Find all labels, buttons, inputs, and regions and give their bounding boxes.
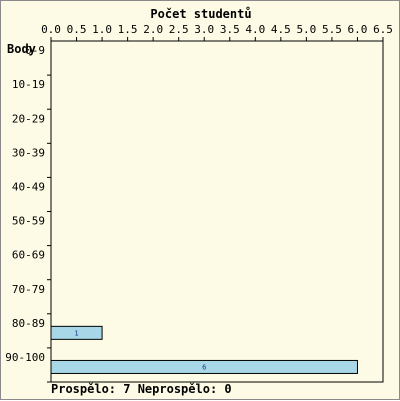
bar [50,359,358,374]
x-tick-label: 6.0 [348,23,368,36]
y-tick-label: 50-59 [12,215,45,228]
y-tick-label: 90-100 [5,351,45,364]
x-tick-label: 4.5 [271,23,291,36]
y-tick-label: 60-69 [12,249,45,262]
x-tick-label: 6.5 [373,23,393,36]
bar [50,325,103,340]
y-tick-label: 40-49 [12,180,45,193]
x-tick-label: 0.0 [41,23,61,36]
y-axis-label: Body [7,42,36,56]
x-tick-label: 0.5 [67,23,87,36]
x-tick-label: 1.0 [92,23,112,36]
plot-area [50,40,384,383]
chart-title: Počet studentů [150,7,251,21]
y-tick-label: 70-79 [12,283,45,296]
x-tick-label: 4.0 [245,23,265,36]
footer-summary: Prospělo: 7 Neprospělo: 0 [51,382,232,396]
x-tick-label: 3.0 [194,23,214,36]
x-tick-label: 2.5 [169,23,189,36]
bar-data-label: 1 [74,329,78,337]
x-tick-label: 5.0 [296,23,316,36]
x-tick-label: 5.5 [322,23,342,36]
y-tick-label: 20-29 [12,112,45,125]
x-tick-label: 2.0 [143,23,163,36]
y-tick-label: 80-89 [12,317,45,330]
x-tick-label: 3.5 [220,23,240,36]
y-tick-label: 0-9 [25,44,45,57]
y-axis-ticks: 0-9 10-19 20-29 30-39 40-49 50-59 60-69 70-79 80… [5,44,51,383]
x-tick-label: 1.5 [118,23,138,36]
bar-data-label: 6 [202,363,206,371]
y-tick-label: 30-39 [12,146,45,159]
y-tick-label: 10-19 [12,78,45,91]
bars: 16 [50,325,358,374]
x-axis-ticks: 0.0 0.5 1.0 1.5 2.0 2.5 3.0 3.5 4.0 4.5 5.0 5.5 6.0 6… [41,23,393,41]
